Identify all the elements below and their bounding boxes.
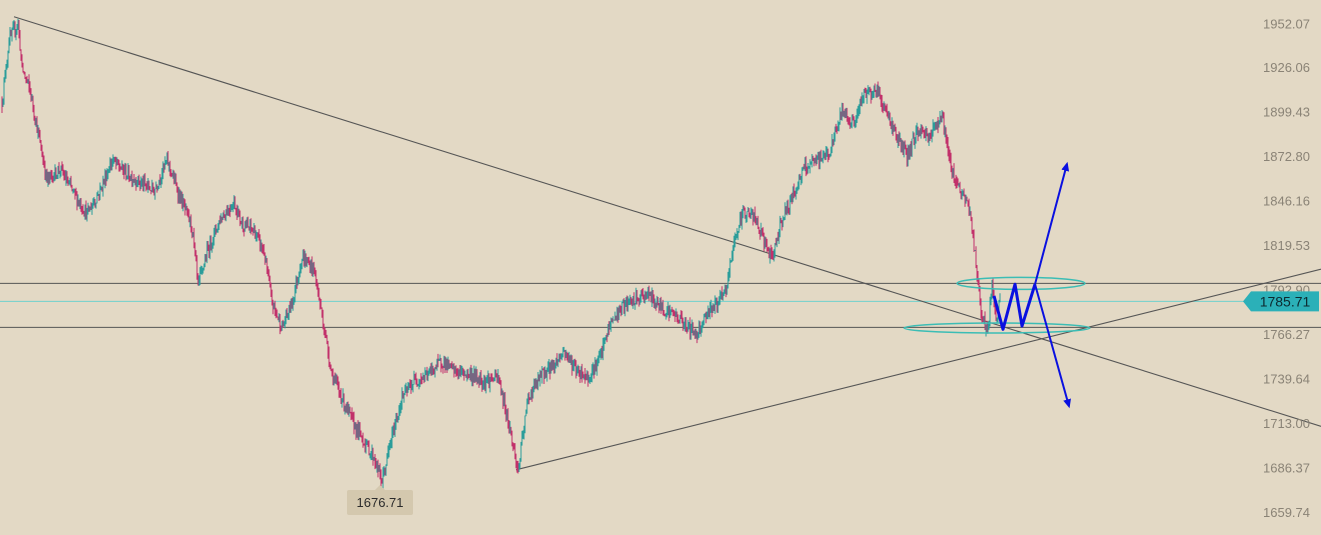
trendline-ascending [515,268,1321,471]
price-tags: 1785.71 1676.71 [347,291,1319,515]
price-axis-tick-label: 1926.06 [1263,60,1310,75]
price-axis-tick-label: 1713.00 [1263,416,1310,431]
current-price-label: 1785.71 [1260,293,1311,309]
resistance-zone-ellipse [956,276,1086,291]
current-price-tag-shape [1243,291,1319,312]
price-axis-tick-label: 1819.53 [1263,238,1310,253]
price-axis-tick-label: 1952.07 [1263,16,1310,31]
low-price-tag: 1676.71 [347,485,413,515]
projection-arrows [992,161,1071,409]
trendlines [13,16,1321,471]
price-axis-tick-label: 1739.64 [1263,371,1310,386]
support-zone-ellipse [903,322,1091,334]
zones [903,276,1091,334]
price-axis-tick-label: 1846.16 [1263,193,1310,208]
low-price-pointer [374,485,386,491]
price-axis-tick-label: 1899.43 [1263,104,1310,119]
candles [1,18,1001,489]
price-axis-tick-label: 1766.27 [1263,327,1310,342]
bullish-projection-arrow [1034,161,1070,285]
price-axis-tick-label: 1686.37 [1263,461,1310,476]
zigzag-path [992,282,1037,331]
bearish-projection-arrow [1034,283,1071,409]
low-price-box [347,490,413,515]
price-axis-tick-label: 1659.74 [1263,505,1310,520]
low-price-label: 1676.71 [357,495,404,510]
price-axis: 1952.07 1926.06 1899.43 1872.80 1846.16 1819.… [1263,16,1310,520]
price-axis-tick-label: 1872.80 [1263,149,1310,164]
current-price-tag: 1785.71 [1243,291,1319,312]
trendline-descending [13,16,1321,427]
